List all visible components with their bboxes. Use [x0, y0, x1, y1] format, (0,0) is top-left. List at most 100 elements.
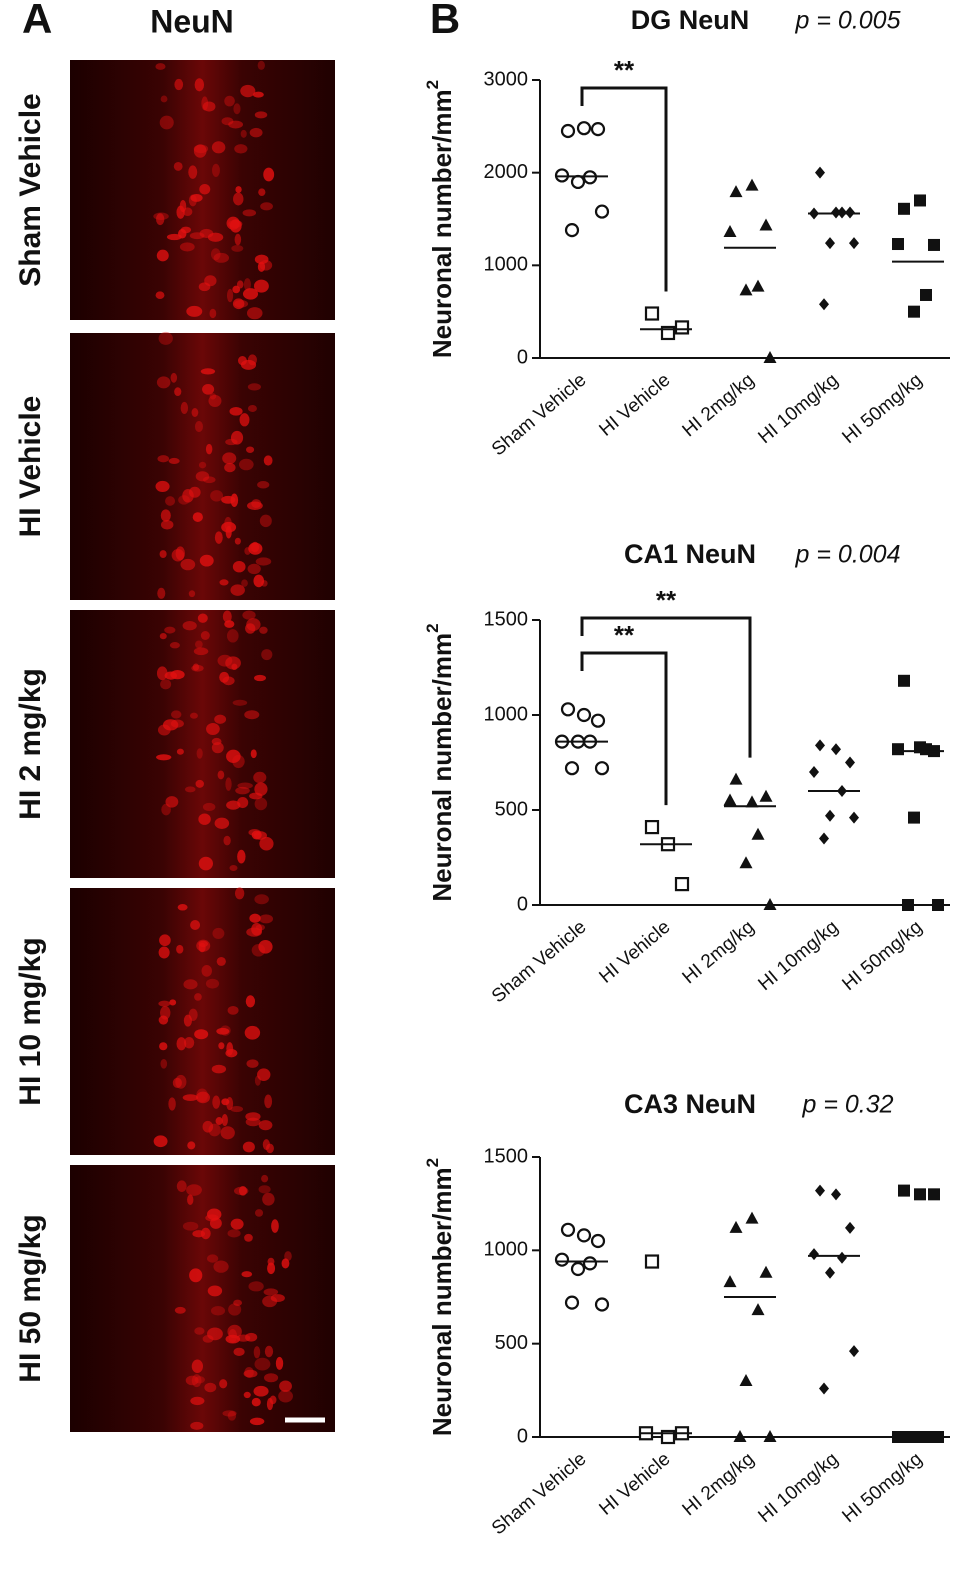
cell [224, 95, 235, 107]
y-axis-label: Neuronal number/mm2 [423, 623, 456, 901]
cell [237, 782, 253, 789]
cell [216, 956, 226, 966]
cell [271, 1219, 279, 1233]
y-tick-label: 1000 [484, 1239, 529, 1261]
cell [207, 1327, 223, 1341]
cell [165, 496, 176, 506]
significance-bracket [580, 651, 668, 806]
cell [251, 922, 263, 936]
cell [244, 547, 251, 555]
cell [232, 298, 245, 310]
cell [254, 782, 268, 796]
cell [230, 1105, 244, 1113]
cell [233, 1347, 245, 1357]
cell [192, 663, 200, 671]
cell [158, 1000, 171, 1007]
cell [198, 856, 213, 871]
cell [158, 946, 170, 959]
point [745, 1211, 759, 1224]
x-tick-label: HI Vehicle [595, 917, 674, 988]
row-label: HI 50 mg/kg [14, 1214, 47, 1382]
panel-title: NeuN [150, 3, 234, 39]
cell [230, 1218, 244, 1230]
cell [220, 1126, 235, 1140]
cell [246, 307, 263, 320]
point [570, 1261, 586, 1277]
x-tick-label: HI 2mg/kg [679, 1449, 759, 1521]
cell [165, 796, 179, 808]
cell [278, 1389, 293, 1403]
cell [226, 629, 239, 643]
cell [183, 979, 198, 990]
cell [185, 1375, 199, 1386]
cell [247, 563, 261, 575]
cell [200, 1227, 211, 1240]
cell [156, 754, 172, 761]
cell [215, 1117, 223, 1125]
cell [202, 383, 215, 395]
cell [189, 232, 205, 240]
cell [210, 248, 221, 261]
point [751, 279, 765, 292]
cell [187, 1141, 196, 1150]
cell [198, 461, 207, 469]
cell [202, 476, 216, 484]
cell [205, 978, 220, 989]
cell [208, 394, 222, 407]
point [908, 305, 920, 318]
y-label-sup: 2 [423, 1158, 442, 1167]
cell [226, 216, 240, 230]
point [809, 766, 819, 778]
cell [193, 144, 207, 158]
cell [217, 654, 233, 667]
cell [205, 443, 213, 455]
cell [206, 722, 220, 735]
cell [258, 1120, 273, 1131]
point [674, 876, 690, 892]
x-tick-label: HI 50mg/kg [839, 917, 927, 996]
cell [156, 213, 165, 226]
significance-bracket [580, 616, 752, 758]
cell [245, 995, 256, 1008]
cell [164, 626, 176, 634]
cell [194, 993, 202, 1001]
cell [199, 554, 214, 567]
cell [249, 1417, 265, 1426]
cell [166, 233, 182, 241]
cell [261, 649, 273, 661]
cell [196, 939, 211, 952]
cell [160, 520, 174, 530]
cell [180, 401, 189, 415]
cell [262, 1139, 270, 1151]
cell [238, 458, 254, 471]
cell [153, 1135, 168, 1148]
cell [210, 490, 224, 502]
point [920, 288, 932, 301]
cell [212, 1095, 221, 1109]
cell [262, 1295, 278, 1308]
cell [221, 117, 234, 126]
significance-label: ** [614, 55, 635, 85]
cell [251, 541, 260, 553]
cell [159, 550, 167, 559]
cell [235, 786, 250, 795]
cell [213, 252, 230, 263]
cell [234, 887, 245, 900]
cell [190, 193, 203, 202]
cell [226, 749, 241, 763]
cell [214, 531, 223, 544]
cell [250, 749, 257, 759]
y-label-text: Neuronal number/mm [427, 1167, 457, 1436]
significance-label: ** [614, 620, 635, 650]
point [898, 1184, 910, 1197]
cell [204, 1382, 217, 1393]
point [928, 1188, 940, 1201]
cell [212, 163, 220, 177]
cell [168, 457, 180, 465]
cell [259, 514, 272, 528]
cell [227, 1229, 241, 1238]
point [837, 1251, 847, 1264]
cell [234, 233, 242, 246]
cell [269, 1395, 277, 1405]
cell [253, 279, 269, 293]
